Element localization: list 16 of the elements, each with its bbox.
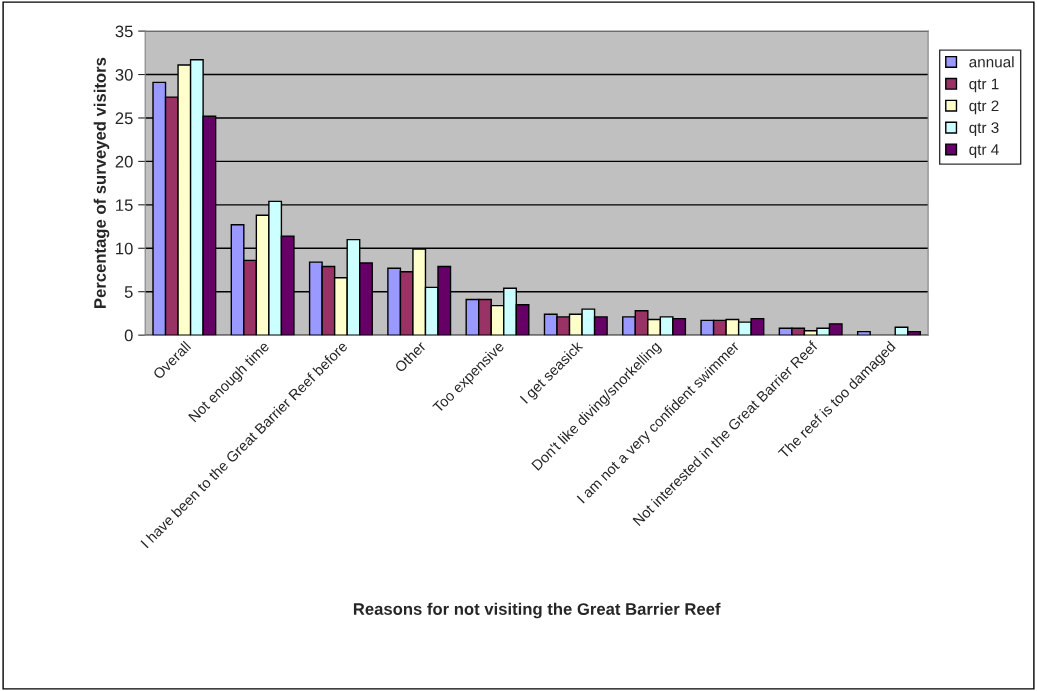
bar <box>856 330 871 336</box>
legend-label: annual <box>969 56 1014 68</box>
legend-label: qtr 2 <box>969 100 999 115</box>
y-tick-label: 20 <box>115 155 133 168</box>
legend-label: qtr 1 <box>969 78 999 93</box>
y-tick-label: 5 <box>124 286 133 298</box>
y-tick-label: 35 <box>115 25 133 38</box>
legend-label: qtr 3 <box>969 122 999 137</box>
y-tick-label: 25 <box>115 112 133 125</box>
y-tick-label: 30 <box>115 68 133 81</box>
y-tick-label: 10 <box>116 242 133 255</box>
legend-label: qtr 4 <box>969 144 999 158</box>
y-axis-title: Percentage of surveyed visitors <box>93 57 110 308</box>
y-tick-label: 0 <box>124 329 133 342</box>
x-axis-title: Reasons for not visiting the Great Barrier Reef <box>353 602 721 619</box>
y-tick-label: 15 <box>116 199 133 212</box>
